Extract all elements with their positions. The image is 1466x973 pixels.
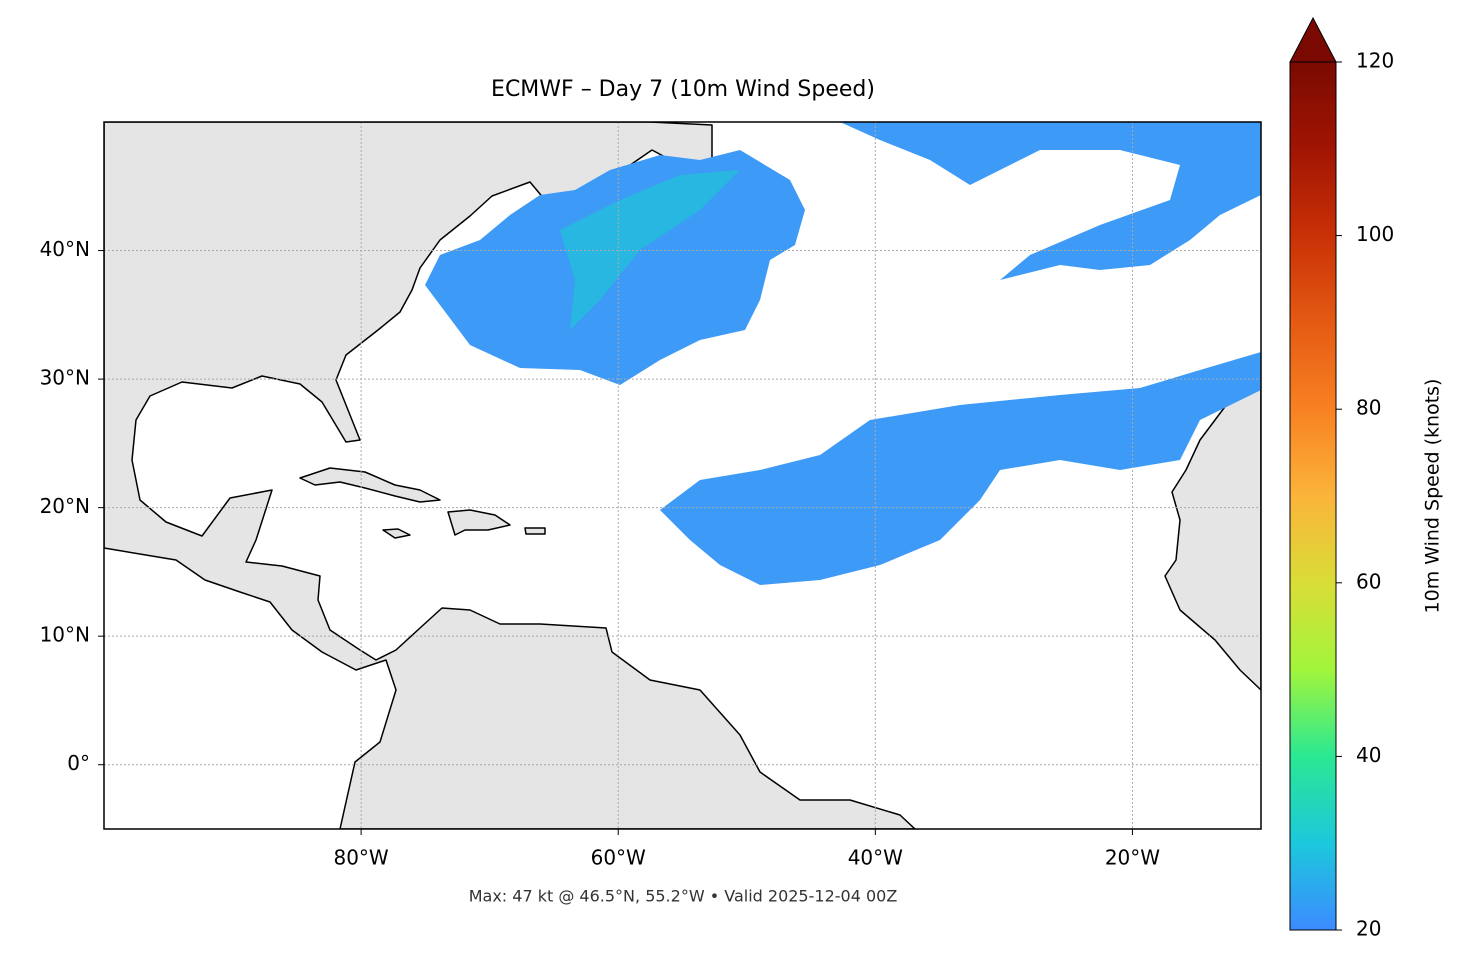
americas [104,122,916,829]
y-tick-label: 0° [67,751,90,775]
colorbar-frame [1289,62,1337,931]
x-tick-label: 60°W [591,846,646,870]
hispaniola [447,509,511,536]
y-tick-label: 30°N [40,366,90,390]
colorbar-tick-label: 40 [1356,743,1381,767]
wind-field [560,170,740,330]
cuba [299,467,441,503]
colorbar-tick-label: 60 [1356,569,1381,593]
y-tick-label: 20°N [40,494,90,518]
colorbar-label: 10m Wind Speed (knots) [1422,379,1444,614]
map-area [104,122,1261,829]
annotation: Max: 47 kt @ 46.5°N, 55.2°W • Valid 2025… [469,887,898,906]
y-tick-label: 10°N [40,623,90,647]
colorbar [1290,62,1336,930]
africa [1164,384,1261,691]
gridlines [104,122,1261,829]
puerto-rico [524,527,546,535]
jamaica [382,528,411,539]
chart-title: ECMWF – Day 7 (10m Wind Speed) [491,77,875,102]
x-tick-label: 40°W [848,846,903,870]
colorbar-extend [1289,16,1337,63]
colorbar-tick-label: 120 [1356,49,1394,73]
wind-field [660,352,1261,585]
wind-field [840,122,1261,280]
x-tick-label: 20°W [1105,846,1160,870]
colorbar-tick-label: 20 [1356,917,1381,941]
plot-frame [103,121,1262,830]
colorbar-tick-label: 100 [1356,222,1394,246]
x-tick-label: 80°W [333,846,388,870]
y-tick-label: 40°N [40,237,90,261]
colorbar-tick-label: 80 [1356,396,1381,420]
